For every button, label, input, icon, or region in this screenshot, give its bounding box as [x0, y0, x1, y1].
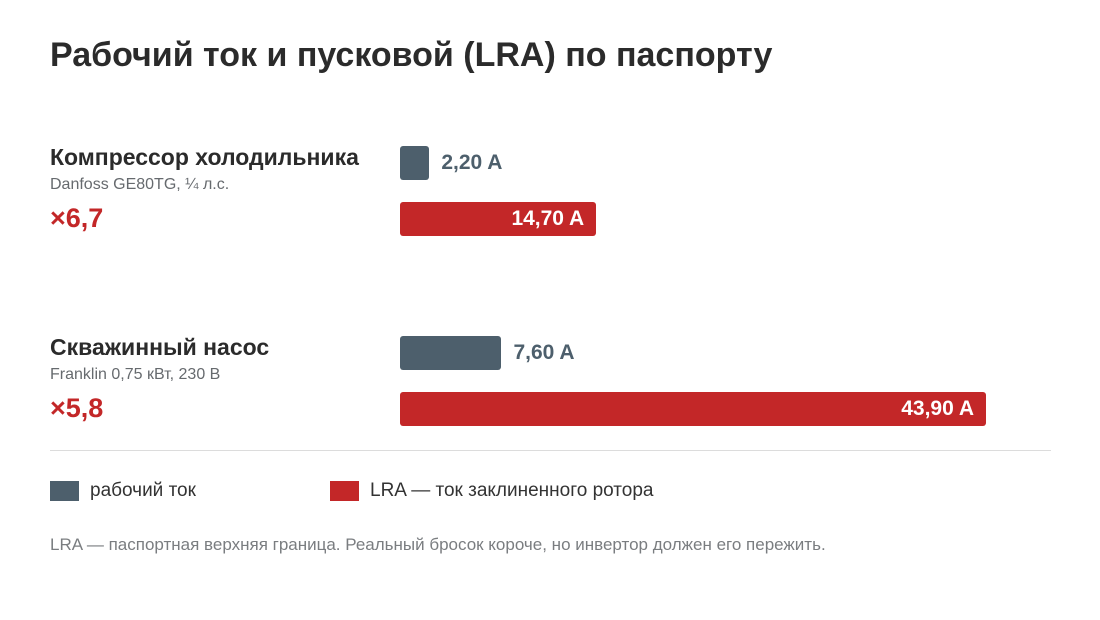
bar-value-label: 14,70 A — [511, 207, 585, 230]
chart-title: Рабочий ток и пусковой (LRA) по паспорту — [50, 36, 773, 74]
ratio-label: ×5,8 — [50, 393, 104, 423]
category-subtitle: Danfoss GE80TG, ¼ л.с. — [50, 176, 230, 193]
ratio-label: ×6,7 — [50, 203, 104, 233]
bar-value-label: 43,90 A — [901, 397, 974, 420]
bar-lra — [400, 202, 597, 236]
category-label: Компрессор холодильника — [50, 144, 359, 170]
footnote: LRA — паспортная верхняя граница. Реальн… — [50, 535, 826, 554]
bar-running-current — [400, 336, 502, 370]
category-label: Скважинный насос — [50, 334, 270, 360]
category-subtitle: Franklin 0,75 кВт, 230 В — [50, 366, 221, 383]
legend-swatch-lra — [330, 481, 359, 501]
bar-lra — [400, 392, 986, 426]
bar-value-label: 7,60 A — [513, 341, 575, 364]
bar-running-current — [400, 146, 430, 180]
legend-label-lra: LRA — ток заклиненного ротора — [370, 480, 654, 501]
divider — [50, 450, 1051, 451]
bar-value-label: 2,20 A — [441, 151, 503, 174]
legend-label-running: рабочий ток — [90, 480, 196, 501]
legend-swatch-running — [50, 481, 79, 501]
